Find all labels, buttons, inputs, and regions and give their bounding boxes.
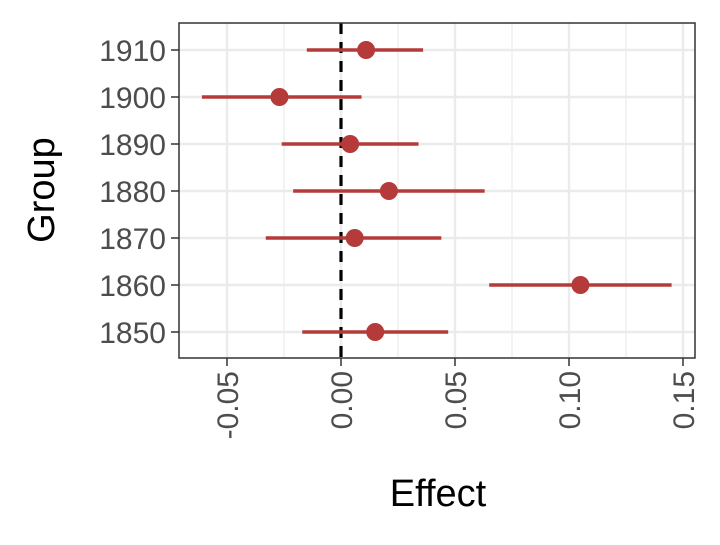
point-estimate-1870 [345,229,364,247]
point-estimate-1910 [357,41,376,59]
x-tick-label: 0.10 [554,371,587,429]
x-axis-ticks: -0.05 0.00 0.05 0.10 0.15 [212,358,701,439]
y-tick-label: 1880 [99,176,166,209]
data-marks [201,41,672,341]
y-tick-label: 1910 [99,35,166,68]
point-estimate-1890 [341,135,360,153]
y-tick-label: 1900 [99,82,166,115]
x-tick-label: -0.05 [212,371,245,439]
point-estimate-1850 [366,323,385,341]
x-axis-title: Effect [390,473,487,515]
y-tick-label: 1850 [99,317,166,350]
point-estimate-1880 [379,182,398,200]
y-tick-label: 1860 [99,270,166,303]
y-tick-label: 1870 [99,223,166,256]
point-estimate-1900 [270,88,289,106]
y-tick-label: 1890 [99,129,166,162]
x-tick-label: 0.15 [668,371,701,429]
y-axis-ticks: 1850 1860 1870 1880 1890 1900 1910 [99,35,179,350]
y-axis-title: Group [21,137,63,243]
point-estimate-1860 [571,276,590,294]
x-tick-label: 0.00 [326,371,359,429]
x-tick-label: 0.05 [440,371,473,429]
